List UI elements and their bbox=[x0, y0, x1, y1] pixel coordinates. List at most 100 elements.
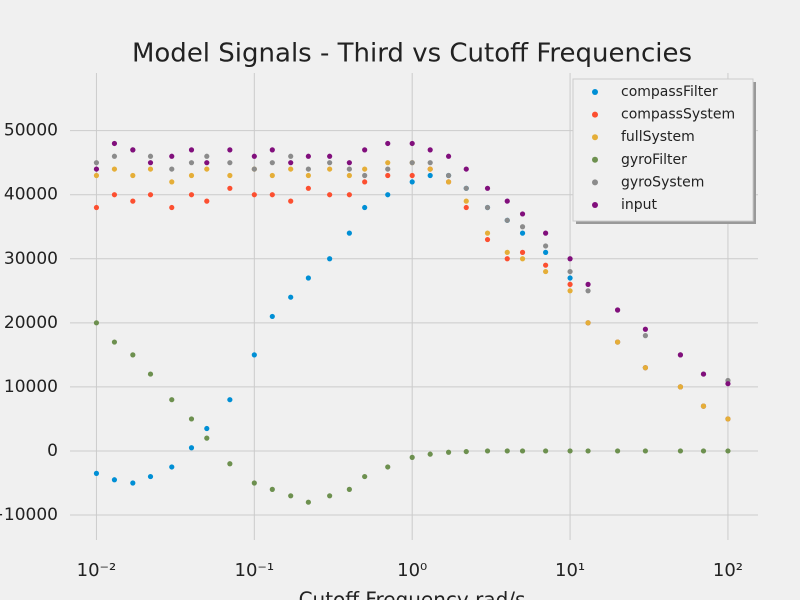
data-point bbox=[463, 166, 469, 172]
data-point bbox=[585, 448, 591, 454]
data-point bbox=[288, 493, 294, 499]
data-point bbox=[346, 486, 352, 492]
legend-label: compassSystem bbox=[621, 107, 735, 123]
data-point bbox=[305, 153, 311, 159]
data-point bbox=[327, 153, 333, 159]
data-point bbox=[346, 230, 352, 236]
data-point bbox=[204, 153, 210, 159]
chart-title: Model Signals - Third vs Cutoff Frequenc… bbox=[132, 39, 692, 69]
data-point bbox=[385, 140, 391, 147]
data-point bbox=[519, 256, 526, 262]
data-point bbox=[614, 448, 621, 454]
data-point bbox=[519, 230, 526, 236]
data-point bbox=[251, 166, 257, 172]
data-point bbox=[409, 454, 415, 460]
data-point bbox=[227, 185, 233, 191]
data-point bbox=[427, 451, 433, 457]
data-point bbox=[227, 397, 233, 403]
data-point bbox=[130, 147, 136, 153]
data-point bbox=[147, 160, 154, 166]
data-point bbox=[484, 185, 491, 191]
legend-marker bbox=[592, 202, 598, 208]
x-axis-label: Cutoff Frequency rad/s bbox=[299, 588, 526, 600]
data-point bbox=[362, 179, 368, 185]
data-point bbox=[504, 448, 510, 454]
x-tick-label: 10⁰ bbox=[397, 560, 427, 581]
data-point bbox=[305, 499, 311, 505]
data-point bbox=[130, 172, 136, 179]
data-point bbox=[111, 153, 118, 159]
data-point bbox=[251, 153, 257, 159]
y-tick-label: 40000 bbox=[4, 185, 58, 205]
data-point bbox=[204, 198, 210, 204]
data-point bbox=[543, 448, 549, 454]
data-point bbox=[642, 326, 649, 332]
data-point bbox=[269, 313, 275, 320]
data-point bbox=[93, 320, 100, 326]
data-point bbox=[147, 166, 154, 172]
data-point bbox=[567, 275, 573, 281]
data-point bbox=[567, 281, 573, 287]
data-point bbox=[463, 185, 469, 191]
data-point bbox=[251, 352, 257, 358]
data-point bbox=[385, 464, 391, 470]
x-tick-label: 10⁻² bbox=[77, 560, 117, 581]
data-point bbox=[130, 352, 136, 358]
data-point bbox=[251, 192, 257, 198]
data-point bbox=[700, 371, 707, 377]
data-point bbox=[346, 160, 352, 166]
data-point bbox=[385, 172, 391, 179]
data-point bbox=[269, 147, 275, 153]
data-point bbox=[567, 268, 573, 275]
data-point bbox=[147, 371, 154, 377]
data-point bbox=[463, 198, 469, 204]
data-point bbox=[204, 425, 210, 432]
data-point bbox=[642, 333, 649, 339]
data-point bbox=[504, 217, 510, 223]
data-point bbox=[288, 153, 294, 159]
data-point bbox=[169, 397, 175, 403]
data-point bbox=[614, 307, 621, 313]
data-point bbox=[427, 147, 433, 153]
data-point bbox=[362, 147, 368, 153]
data-point bbox=[111, 339, 118, 345]
data-point bbox=[504, 198, 510, 204]
x-tick-label: 10⁻¹ bbox=[235, 560, 275, 581]
data-point bbox=[288, 166, 294, 172]
data-point bbox=[409, 179, 415, 185]
data-point bbox=[385, 166, 391, 172]
data-point bbox=[346, 166, 352, 172]
data-point bbox=[169, 166, 175, 172]
data-point bbox=[362, 166, 368, 172]
data-point bbox=[188, 416, 195, 422]
data-point bbox=[305, 275, 311, 281]
data-point bbox=[700, 403, 707, 409]
data-point bbox=[188, 192, 195, 198]
data-point bbox=[169, 153, 175, 159]
data-point bbox=[362, 204, 368, 211]
data-point bbox=[677, 352, 684, 358]
legend-label: input bbox=[621, 197, 658, 213]
legend-marker bbox=[592, 156, 598, 163]
data-point bbox=[93, 166, 100, 172]
data-point bbox=[567, 448, 573, 454]
data-point bbox=[725, 448, 731, 454]
legend-marker bbox=[592, 111, 598, 118]
data-point bbox=[409, 172, 415, 179]
data-point bbox=[677, 448, 684, 454]
data-point bbox=[227, 461, 233, 467]
legend-label: compassFilter bbox=[621, 84, 718, 100]
data-point bbox=[147, 192, 154, 198]
data-point bbox=[111, 166, 118, 172]
data-point bbox=[251, 480, 257, 486]
legend-label: gyroSystem bbox=[621, 174, 704, 190]
data-point bbox=[111, 192, 118, 198]
data-point bbox=[93, 204, 100, 211]
data-point bbox=[519, 249, 526, 255]
legend-box bbox=[572, 78, 754, 222]
data-point bbox=[585, 288, 591, 294]
data-point bbox=[725, 416, 731, 422]
data-point bbox=[362, 473, 368, 480]
data-point bbox=[642, 448, 649, 454]
data-point bbox=[585, 281, 591, 287]
